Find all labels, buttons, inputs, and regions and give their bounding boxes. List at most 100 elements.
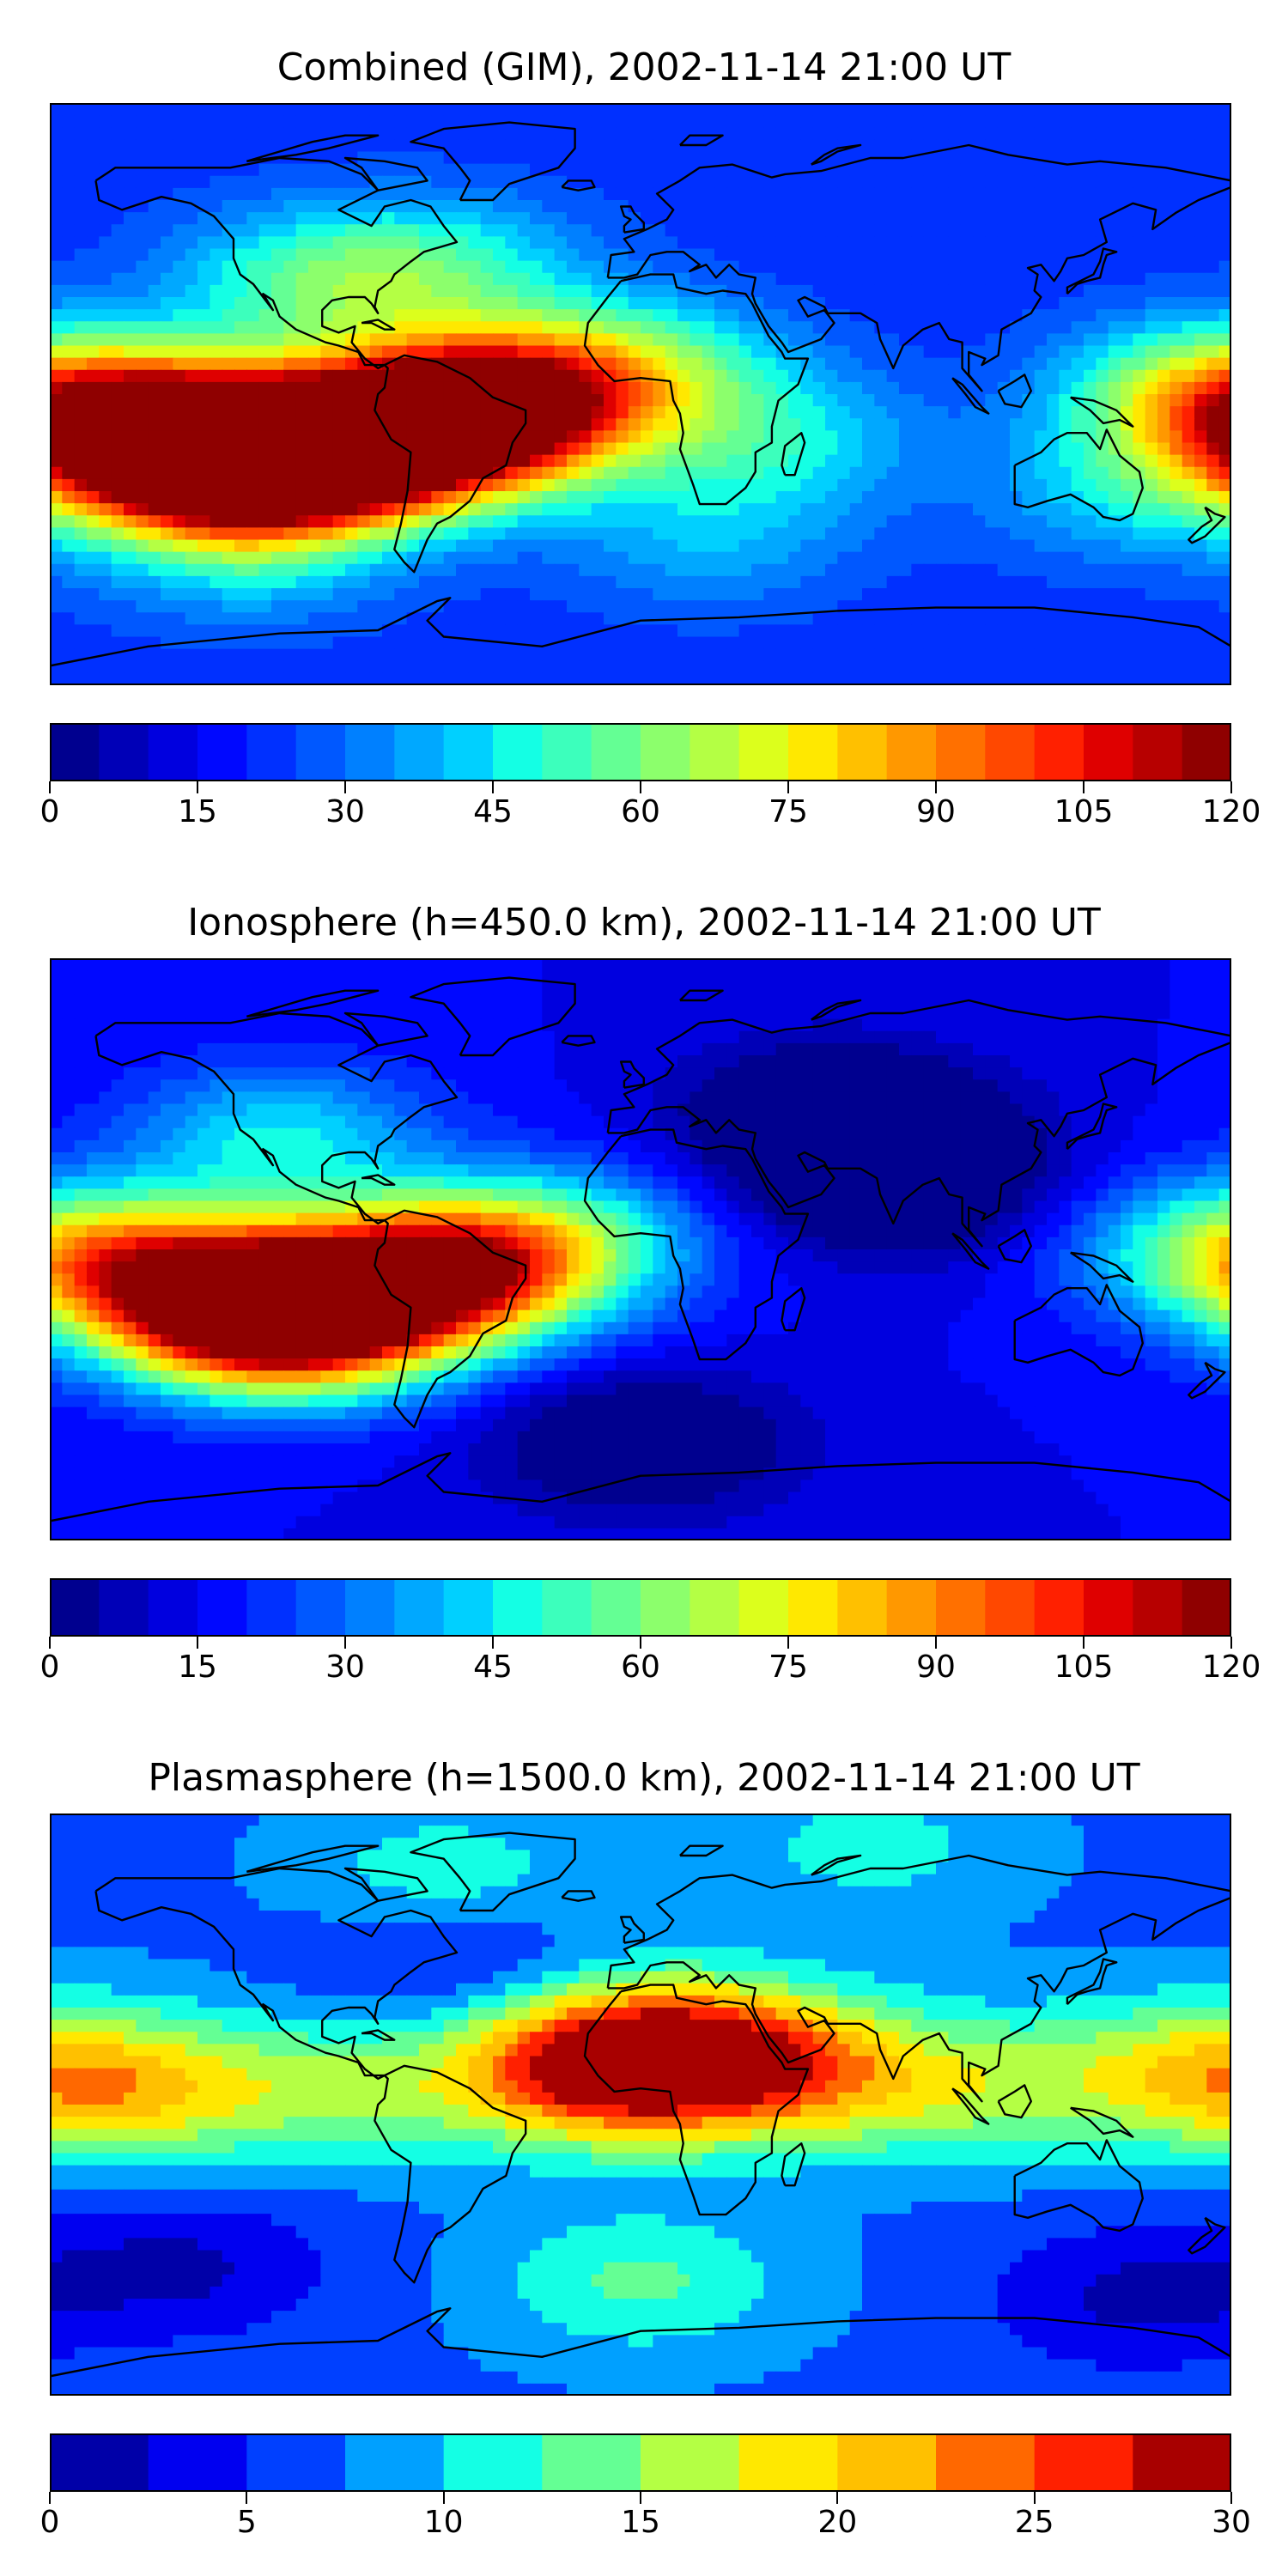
heatmap-cell (62, 575, 76, 589)
heatmap-cell (1071, 588, 1084, 601)
coastline-north-america (94, 156, 459, 370)
heatmap-cell (653, 309, 666, 322)
heatmap-cell (1047, 430, 1060, 444)
heatmap-cell (283, 442, 297, 456)
heatmap-cell (985, 224, 999, 237)
heatmap-cell (74, 297, 88, 310)
heatmap-cell (197, 357, 210, 371)
heatmap-cell (616, 515, 629, 528)
heatmap-cell (62, 588, 76, 601)
heatmap-cell (812, 139, 826, 153)
heatmap-cell (702, 503, 715, 516)
heatmap-cell (997, 466, 1011, 480)
heatmap-cell (382, 309, 395, 322)
heatmap-cell (345, 236, 358, 250)
heatmap-cell (246, 260, 260, 274)
heatmap-cell (505, 515, 519, 528)
heatmap-cell (505, 309, 519, 322)
heatmap-cell (677, 527, 690, 541)
heatmap-cell (148, 284, 161, 298)
heatmap-cell (332, 200, 346, 213)
heatmap-cell (62, 321, 76, 334)
heatmap-cell (800, 466, 814, 480)
heatmap-cell (714, 357, 727, 371)
heatmap-cell (111, 103, 125, 116)
heatmap-cell (690, 127, 703, 140)
heatmap-cell (579, 175, 592, 189)
heatmap-cell (604, 515, 617, 528)
heatmap-cell (1157, 345, 1170, 359)
heatmap-cell (468, 163, 482, 177)
heatmap-cell (554, 982, 568, 995)
heatmap-cell (1218, 478, 1231, 492)
heatmap-cell (628, 127, 641, 140)
heatmap-cell (800, 982, 814, 995)
heatmap-cell (1194, 466, 1207, 480)
heatmap-cell (74, 200, 88, 213)
heatmap-cell (111, 539, 125, 553)
heatmap-cell (493, 115, 506, 128)
heatmap-cell (419, 418, 432, 431)
heatmap-cell (111, 115, 125, 128)
heatmap-cell (517, 272, 531, 286)
heatmap-cell (1194, 321, 1207, 334)
heatmap-cell (899, 958, 912, 971)
heatmap-cell (653, 103, 666, 116)
heatmap-cell (973, 309, 986, 322)
heatmap-cell (369, 588, 383, 601)
heatmap-cell (567, 272, 580, 286)
heatmap-cell (1059, 442, 1072, 456)
heatmap-cell (1157, 236, 1170, 250)
heatmap-cell (1170, 297, 1183, 310)
heatmap-cell (1170, 321, 1183, 334)
heatmap-cell (295, 636, 309, 650)
heatmap-cell (234, 563, 247, 577)
heatmap-cell (1182, 333, 1195, 347)
heatmap-cell (1108, 660, 1121, 674)
heatmap-cell (1157, 381, 1170, 395)
heatmap-cell (283, 272, 297, 286)
heatmap-cell (899, 224, 912, 237)
heatmap-cell (874, 418, 888, 431)
heatmap-cell (899, 369, 912, 383)
heatmap-cell (258, 272, 272, 286)
heatmap-cell (1034, 333, 1048, 347)
heatmap-cell (1084, 563, 1097, 577)
heatmap-cell (443, 636, 457, 650)
heatmap-cell (702, 466, 715, 480)
heatmap-cell (726, 527, 740, 541)
heatmap-cell (234, 175, 247, 189)
heatmap-cell (899, 139, 912, 153)
heatmap-cell (899, 600, 912, 613)
heatmap-cell (641, 588, 653, 601)
heatmap-cell (788, 418, 801, 431)
heatmap-cell (308, 503, 321, 516)
heatmap-cell (431, 369, 445, 383)
heatmap-cell (185, 175, 198, 189)
heatmap-cell (258, 127, 272, 140)
heatmap-cell (345, 115, 358, 128)
heatmap-cell (369, 551, 383, 565)
heatmap-cell (1010, 454, 1023, 468)
heatmap-cell (886, 200, 900, 213)
heatmap-cell (136, 369, 149, 383)
heatmap-cell (911, 333, 925, 347)
heatmap-cell (837, 563, 851, 577)
heatmap-cell (369, 224, 383, 237)
heatmap-cell (246, 575, 260, 589)
heatmap-cell (173, 970, 186, 983)
heatmap-cell (505, 478, 519, 492)
heatmap-cell (271, 187, 284, 201)
heatmap-cell (419, 321, 432, 334)
heatmap-cell (738, 527, 752, 541)
heatmap-cell (936, 345, 949, 359)
heatmap-cell (604, 527, 617, 541)
heatmap-cell (468, 958, 482, 971)
heatmap-cell (1218, 115, 1231, 128)
heatmap-cell (1133, 406, 1146, 419)
heatmap-cell (505, 260, 519, 274)
colorbar-swatch (1182, 723, 1231, 781)
heatmap-cell (173, 224, 186, 237)
heatmap-cell (1157, 272, 1170, 286)
heatmap-cell (332, 333, 346, 347)
